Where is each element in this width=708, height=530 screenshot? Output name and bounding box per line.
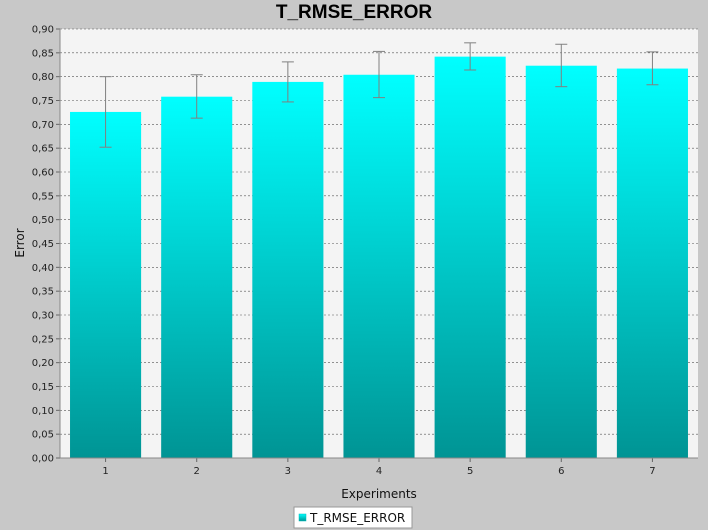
y-tick-label: 0,15 bbox=[32, 382, 54, 393]
error-bar bbox=[464, 42, 477, 71]
y-tick-label: 0,70 bbox=[32, 120, 54, 131]
y-tick-label: 0,35 bbox=[32, 287, 54, 298]
y-tick-label: 0,05 bbox=[32, 430, 54, 441]
bar bbox=[252, 81, 324, 458]
y-axis-label: Error bbox=[13, 228, 27, 257]
bar bbox=[434, 56, 506, 458]
error-bar bbox=[99, 76, 112, 148]
y-tick-label: 0,20 bbox=[32, 358, 54, 369]
x-tick-label: 2 bbox=[194, 466, 200, 477]
y-tick-label: 0,30 bbox=[32, 311, 54, 322]
bars bbox=[70, 56, 688, 459]
x-axis: 1 2 3 4 5 6 7 bbox=[60, 457, 698, 477]
y-tick-label: 0,85 bbox=[32, 48, 54, 59]
y-tick-label: 0,80 bbox=[32, 72, 54, 83]
bar bbox=[343, 74, 415, 458]
bar bbox=[161, 96, 233, 458]
x-tick-label: 6 bbox=[558, 466, 564, 477]
y-tick-label: 0,45 bbox=[32, 239, 54, 250]
y-tick-label: 0,90 bbox=[32, 25, 54, 36]
error-bar bbox=[190, 74, 203, 119]
error-bars bbox=[99, 42, 659, 148]
x-tick-label: 7 bbox=[649, 466, 655, 477]
bar bbox=[616, 68, 688, 459]
bar bbox=[525, 65, 597, 458]
y-axis: 0,00 0,05 0,10 0,15 0,20 0,25 0,30 0,35 0,40 0,45… bbox=[32, 25, 61, 465]
y-tick-label: 0,75 bbox=[32, 96, 54, 107]
chart-title: T_RMSE_ERROR bbox=[276, 2, 433, 23]
x-tick-label: 1 bbox=[102, 466, 108, 477]
legend-label: T_RMSE_ERROR bbox=[309, 511, 405, 525]
legend: T_RMSE_ERROR bbox=[293, 506, 413, 529]
bar bbox=[70, 111, 142, 458]
y-tick-label: 0,50 bbox=[32, 215, 54, 226]
error-bar bbox=[555, 43, 568, 88]
error-bar bbox=[373, 50, 385, 99]
y-tick-label: 0,25 bbox=[32, 334, 54, 345]
x-axis-label: Experiments bbox=[341, 487, 417, 501]
legend-box bbox=[293, 506, 413, 529]
y-tick-label: 0,55 bbox=[32, 191, 54, 202]
y-tick-label: 0,65 bbox=[32, 144, 54, 155]
legend-swatch bbox=[298, 513, 307, 522]
x-tick-label: 4 bbox=[376, 466, 382, 477]
error-bar bbox=[281, 61, 294, 103]
y-tick-label: 0,60 bbox=[32, 168, 54, 179]
y-tick-label: 0,00 bbox=[32, 454, 54, 465]
x-tick-label: 5 bbox=[467, 466, 473, 477]
y-tick-label: 0,40 bbox=[32, 263, 54, 274]
error-bar bbox=[646, 51, 659, 86]
y-tick-label: 0,10 bbox=[32, 406, 54, 417]
x-tick-label: 3 bbox=[285, 466, 291, 477]
